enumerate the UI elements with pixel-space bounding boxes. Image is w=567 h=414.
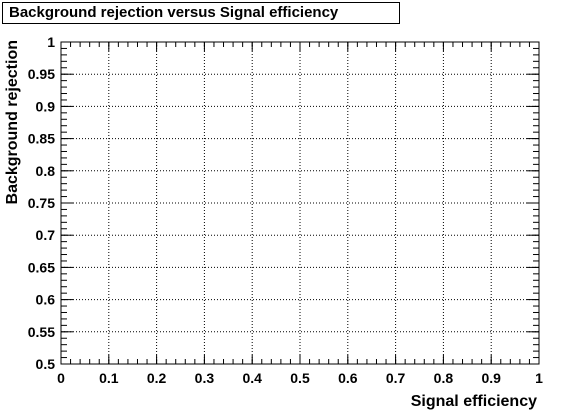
y-tick-label: 0.6 (36, 292, 56, 308)
x-tick-label: 0.2 (147, 370, 167, 386)
x-axis-title: Signal efficiency (411, 393, 537, 410)
y-tick-label: 0.55 (28, 324, 55, 340)
x-tick-label: 0.5 (290, 370, 310, 386)
axis-ticks (60, 41, 540, 365)
y-tick-labels: 0.5 0.55 0.6 0.65 0.7 0.75 0.8 0.85 0.9 0.95 1 (28, 34, 55, 372)
x-tick-label: 0.7 (386, 370, 406, 386)
x-tick-label: 0.3 (195, 370, 215, 386)
y-tick-label: 0.7 (36, 227, 56, 243)
y-tick-label: 0.5 (36, 356, 56, 372)
y-axis-title: Background rejection (4, 40, 21, 204)
x-tick-label: 1 (535, 370, 543, 386)
y-tick-label: 0.85 (28, 131, 55, 147)
y-tick-label: 0.8 (36, 163, 56, 179)
x-tick-label: 0.1 (99, 370, 119, 386)
x-tick-label: 0.4 (242, 370, 262, 386)
chart-title: Background rejection versus Signal effic… (2, 2, 400, 24)
y-tick-label: 0.75 (28, 195, 55, 211)
grid-lines (61, 42, 539, 364)
y-tick-label: 1 (47, 34, 55, 50)
x-tick-label: 0 (57, 370, 65, 386)
x-tick-label: 0.6 (338, 370, 358, 386)
y-tick-label: 0.95 (28, 66, 55, 82)
x-tick-label: 0.9 (481, 370, 501, 386)
y-tick-label: 0.65 (28, 259, 55, 275)
y-tick-label: 0.9 (36, 98, 56, 114)
x-tick-labels: 0 0.1 0.2 0.3 0.4 0.5 0.6 0.7 0.8 0.9 1 (57, 370, 543, 386)
x-tick-label: 0.8 (434, 370, 454, 386)
